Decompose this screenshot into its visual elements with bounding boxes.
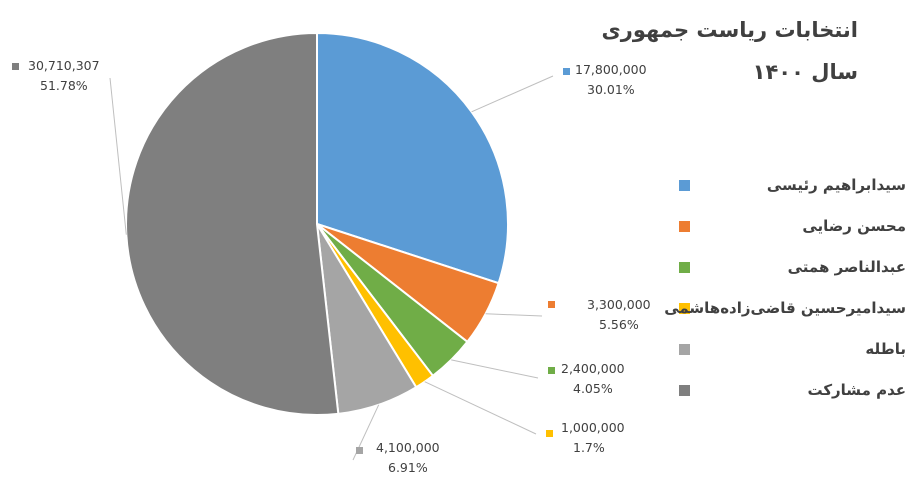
legend-item-non-participation: عدم مشارکت (672, 380, 912, 402)
data-label-percent-raisi: 30.01% (587, 82, 635, 97)
legend-item-rezaei: محسن رضایی (672, 216, 912, 238)
legend-swatch-ghazizadeh (679, 303, 690, 314)
data-label-swatch-rezaei (548, 301, 555, 308)
data-label-swatch-void (356, 447, 363, 454)
data-label-value-void: 4,100,000 (376, 440, 440, 455)
data-label-value-ghazizadeh: 1,000,000 (561, 420, 625, 435)
legend-swatch-non-participation (679, 385, 690, 396)
data-label-percent-ghazizadeh: 1.7% (573, 440, 605, 455)
pie-slice-raisi (316, 31, 509, 285)
data-label-value-raisi: 17,800,000 (575, 62, 647, 77)
legend-swatch-hemmati (679, 262, 690, 273)
data-label-percent-hemmati: 4.05% (573, 381, 613, 396)
legend-swatch-rezaei (679, 221, 690, 232)
data-label-swatch-hemmati (548, 367, 555, 374)
legend-label-rezaei: محسن رضایی (802, 217, 906, 235)
legend-label-raisi: سیدابراهیم رئیسی (766, 176, 906, 194)
pie-slice-non-participation (125, 31, 340, 416)
legend-item-raisi: سیدابراهیم رئیسی (672, 175, 912, 197)
data-label-swatch-ghazizadeh (546, 430, 553, 437)
legend-label-void: باطله (865, 340, 906, 358)
data-label-swatch-non-participation (12, 63, 19, 70)
leader-line-ghazizadeh (424, 381, 537, 435)
data-label-swatch-raisi (563, 68, 570, 75)
legend-item-ghazizadeh: سیدامیرحسین قاضی‌زاده‌هاشمی (664, 298, 912, 320)
data-label-percent-non-participation: 51.78% (40, 78, 88, 93)
legend-swatch-raisi (679, 180, 690, 191)
legend-label-hemmati: عبدالناصر همتی (787, 258, 906, 276)
data-label-percent-rezaei: 5.56% (599, 317, 639, 332)
data-label-value-rezaei: 3,300,000 (587, 297, 651, 312)
legend-item-hemmati: عبدالناصر همتی (672, 257, 912, 279)
chart-subtitle: سال ۱۴۰۰ (752, 60, 858, 84)
chart-title: انتخابات ریاست جمهوری (601, 18, 859, 42)
leader-line-hemmati (451, 359, 539, 379)
legend-item-void: باطله (672, 339, 912, 361)
leader-line-rezaei (485, 313, 543, 317)
legend-label-ghazizadeh: سیدامیرحسین قاضی‌زاده‌هاشمی (664, 299, 906, 317)
legend-label-non-participation: عدم مشارکت (807, 381, 906, 399)
data-label-value-non-participation: 30,710,307 (28, 58, 100, 73)
legend-swatch-void (679, 344, 690, 355)
leader-line-non-participation (109, 77, 127, 235)
data-label-value-hemmati: 2,400,000 (561, 361, 625, 376)
data-label-percent-void: 6.91% (388, 460, 428, 475)
leader-line-raisi (471, 75, 554, 113)
